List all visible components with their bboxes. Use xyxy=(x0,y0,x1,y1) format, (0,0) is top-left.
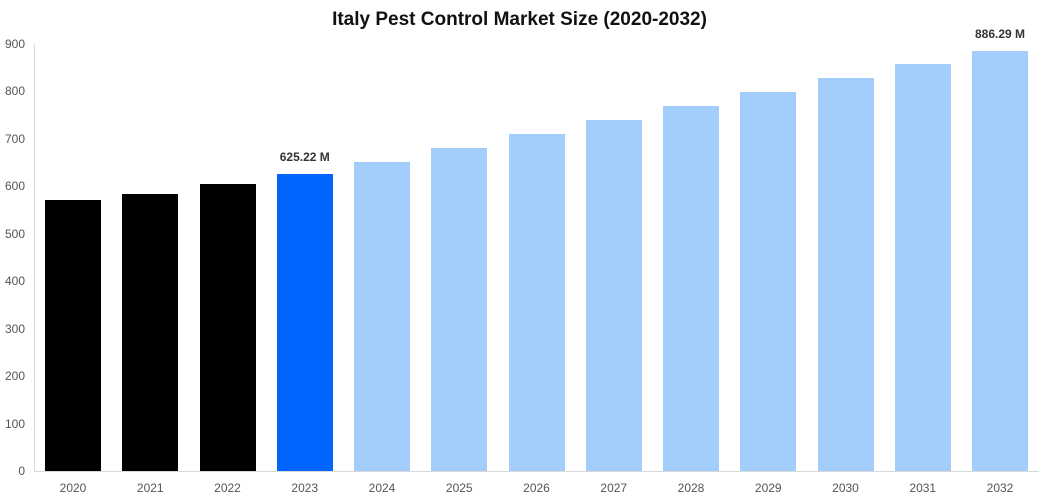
bar-2032 xyxy=(972,50,1028,471)
y-axis-line xyxy=(34,44,35,471)
bar-2030 xyxy=(817,78,874,471)
x-tick-label: 2022 xyxy=(214,481,241,495)
data-label: 625.22 M xyxy=(279,150,330,165)
y-tick-label: 700 xyxy=(4,131,25,146)
bar-2027 xyxy=(585,119,642,471)
x-tick-label: 2028 xyxy=(677,481,705,495)
bar-2028 xyxy=(663,106,719,471)
bar-2024 xyxy=(354,162,410,471)
bar-2031 xyxy=(894,63,951,471)
x-tick-label: 2021 xyxy=(136,481,164,495)
y-tick-label: 100 xyxy=(4,416,25,431)
bar-2022 xyxy=(199,183,256,471)
x-tick-label: 2025 xyxy=(445,481,473,495)
x-tick-label: 2029 xyxy=(754,481,782,495)
data-label: 886.29 M xyxy=(974,26,1026,41)
x-tick-label: 2030 xyxy=(832,481,859,495)
y-tick-label: 500 xyxy=(4,226,25,241)
y-tick-label: 900 xyxy=(4,37,25,51)
bar-2029 xyxy=(740,91,797,471)
bar-2020 xyxy=(45,200,101,471)
bar-2026 xyxy=(508,134,565,471)
bar-2023 xyxy=(276,174,333,471)
y-tick-label: 300 xyxy=(4,321,25,336)
x-tick-label: 2024 xyxy=(368,481,396,495)
x-tick-label: 2027 xyxy=(600,481,628,495)
bar-2021 xyxy=(122,193,179,471)
y-tick-label: 800 xyxy=(4,84,25,99)
y-tick-label: 600 xyxy=(4,179,25,194)
x-tick-label: 2026 xyxy=(523,481,550,495)
x-axis-line xyxy=(34,471,1039,472)
chart-title: Italy Pest Control Market Size (2020-203… xyxy=(332,9,707,30)
x-tick-label: 2032 xyxy=(986,481,1014,495)
x-tick-label: 2031 xyxy=(909,481,937,495)
y-tick-label: 400 xyxy=(4,274,25,289)
x-tick-label: 2020 xyxy=(59,481,87,495)
y-tick-label: 200 xyxy=(4,369,25,384)
x-tick-label: 2023 xyxy=(291,481,319,495)
bar-2025 xyxy=(431,147,488,471)
y-tick-label: 0 xyxy=(18,464,25,478)
